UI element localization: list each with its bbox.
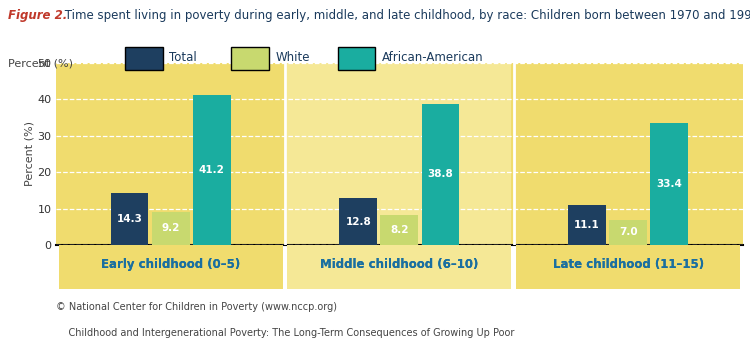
Text: Late childhood (11–15): Late childhood (11–15) bbox=[553, 258, 704, 271]
Bar bbox=[422, 104, 460, 245]
Text: Early childhood (0–5): Early childhood (0–5) bbox=[101, 258, 240, 271]
FancyBboxPatch shape bbox=[124, 47, 163, 70]
Bar bbox=[193, 95, 231, 245]
Text: Time spent living in poverty during early, middle, and late childhood, by race: : Time spent living in poverty during earl… bbox=[61, 9, 750, 22]
FancyBboxPatch shape bbox=[338, 47, 375, 70]
Bar bbox=[568, 205, 606, 245]
Bar bbox=[287, 245, 512, 289]
Text: Middle childhood (6–10): Middle childhood (6–10) bbox=[320, 258, 478, 271]
Bar bbox=[58, 63, 283, 245]
Text: African-American: African-American bbox=[382, 51, 484, 64]
Y-axis label: Percent (%): Percent (%) bbox=[25, 121, 34, 187]
Bar bbox=[516, 63, 740, 245]
Text: 12.8: 12.8 bbox=[345, 217, 371, 227]
Bar bbox=[287, 63, 512, 245]
Text: Early childhood (0–5): Early childhood (0–5) bbox=[101, 258, 240, 271]
Bar bbox=[152, 211, 190, 245]
Text: Percent (%): Percent (%) bbox=[8, 58, 74, 68]
FancyBboxPatch shape bbox=[231, 47, 269, 70]
Text: 41.2: 41.2 bbox=[199, 165, 225, 175]
Bar bbox=[339, 198, 377, 245]
Text: 8.2: 8.2 bbox=[390, 225, 409, 235]
Text: Childhood and Intergenerational Poverty: The Long-Term Consequences of Growing U: Childhood and Intergenerational Poverty:… bbox=[56, 328, 514, 338]
Text: Middle childhood (6–10): Middle childhood (6–10) bbox=[320, 258, 478, 271]
Text: 14.3: 14.3 bbox=[116, 214, 142, 224]
Text: Figure 2.: Figure 2. bbox=[8, 9, 67, 22]
Bar bbox=[58, 245, 283, 289]
Text: 33.4: 33.4 bbox=[656, 179, 682, 189]
Text: Late childhood (11–15): Late childhood (11–15) bbox=[553, 258, 704, 271]
Bar bbox=[516, 245, 740, 289]
Bar bbox=[609, 219, 647, 245]
Bar bbox=[110, 193, 148, 245]
Text: 9.2: 9.2 bbox=[161, 223, 180, 233]
Text: 38.8: 38.8 bbox=[427, 169, 454, 180]
Bar bbox=[650, 124, 688, 245]
Text: White: White bbox=[276, 51, 310, 64]
Text: 7.0: 7.0 bbox=[619, 227, 638, 237]
Text: 11.1: 11.1 bbox=[574, 220, 600, 230]
Bar bbox=[380, 215, 419, 245]
Text: © National Center for Children in Poverty (www.nccp.org): © National Center for Children in Povert… bbox=[56, 302, 338, 313]
Text: Total: Total bbox=[170, 51, 197, 64]
